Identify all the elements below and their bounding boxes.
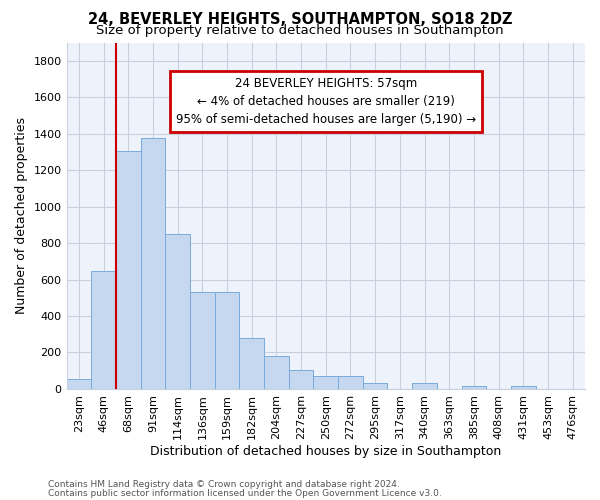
Bar	[289, 370, 313, 389]
Bar	[67, 379, 91, 389]
Bar	[239, 338, 264, 389]
Bar	[338, 376, 363, 389]
Bar	[165, 234, 190, 389]
Text: 24, BEVERLEY HEIGHTS, SOUTHAMPTON, SO18 2DZ: 24, BEVERLEY HEIGHTS, SOUTHAMPTON, SO18 …	[88, 12, 512, 28]
Text: 24 BEVERLEY HEIGHTS: 57sqm
← 4% of detached houses are smaller (219)
95% of semi: 24 BEVERLEY HEIGHTS: 57sqm ← 4% of detac…	[176, 77, 476, 126]
Text: Contains public sector information licensed under the Open Government Licence v3: Contains public sector information licen…	[48, 488, 442, 498]
Text: Size of property relative to detached houses in Southampton: Size of property relative to detached ho…	[96, 24, 504, 37]
X-axis label: Distribution of detached houses by size in Southampton: Distribution of detached houses by size …	[150, 444, 502, 458]
Bar	[91, 272, 116, 389]
Bar	[215, 292, 239, 389]
Bar	[140, 138, 165, 389]
Bar	[461, 386, 486, 389]
Y-axis label: Number of detached properties: Number of detached properties	[15, 117, 28, 314]
Bar	[190, 292, 215, 389]
Bar	[412, 384, 437, 389]
Bar	[313, 376, 338, 389]
Bar	[511, 386, 536, 389]
Bar	[116, 151, 140, 389]
Text: Contains HM Land Registry data © Crown copyright and database right 2024.: Contains HM Land Registry data © Crown c…	[48, 480, 400, 489]
Bar	[363, 384, 388, 389]
Bar	[264, 356, 289, 389]
